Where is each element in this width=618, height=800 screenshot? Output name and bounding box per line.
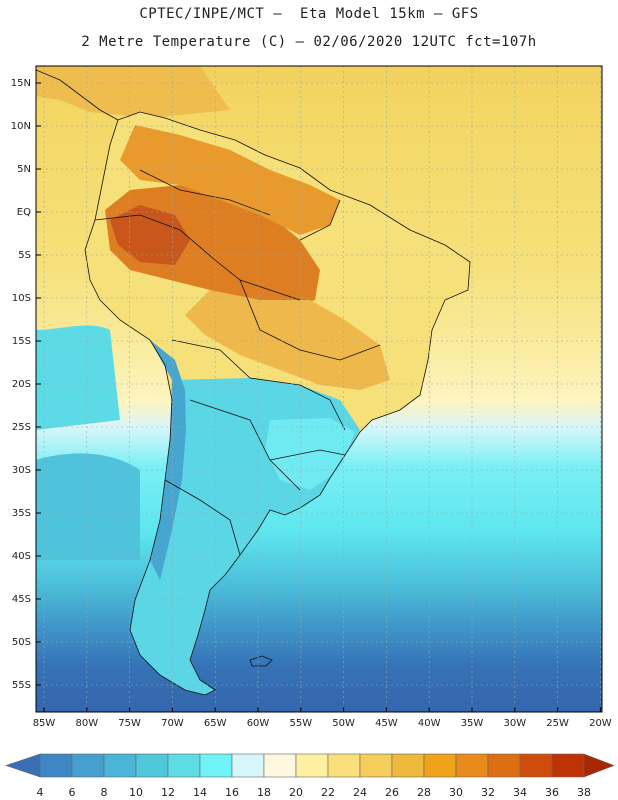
caribbean-warm-zone <box>36 66 230 118</box>
colorbar-swatch <box>71 753 105 778</box>
lat-lon-grid <box>36 66 602 712</box>
lon-label-35w: 35W <box>461 718 484 729</box>
colorbar-swatch <box>455 753 489 778</box>
colorbar-label: 30 <box>449 786 463 799</box>
colorbar-label: 16 <box>225 786 239 799</box>
lon-label-80w: 80W <box>75 718 98 729</box>
lon-label-70w: 70W <box>161 718 184 729</box>
colorbar-label: 6 <box>69 786 76 799</box>
colorbar-label: 28 <box>417 786 431 799</box>
colorbar-swatch <box>263 753 297 778</box>
lon-label-40w: 40W <box>418 718 441 729</box>
colorbar-swatch <box>39 753 73 778</box>
colorbar-swatch <box>103 753 137 778</box>
lat-label-20s: 20S <box>12 379 31 390</box>
colorbar-label: 8 <box>101 786 108 799</box>
lat-label-55s: 55S <box>12 680 31 691</box>
colorbar-high-arrow <box>583 753 615 778</box>
colorbar-swatch <box>199 753 233 778</box>
colorbar-label: 10 <box>129 786 143 799</box>
colorbar-swatch <box>327 753 361 778</box>
lon-label-45w: 45W <box>375 718 398 729</box>
colorbar-swatch <box>519 753 553 778</box>
lat-label-40s: 40S <box>12 551 31 562</box>
map-subtitle: 2 Metre Temperature (C) – 02/06/2020 12U… <box>81 34 537 50</box>
colorbar-label: 18 <box>257 786 271 799</box>
colorbar-swatch <box>391 753 425 778</box>
colorbar-label: 14 <box>193 786 207 799</box>
colorbar-swatch <box>551 753 585 778</box>
amazon-hottest-zone <box>110 205 190 265</box>
lon-label-75w: 75W <box>118 718 141 729</box>
colorbar-label: 36 <box>545 786 559 799</box>
lat-label-30s: 30S <box>12 465 31 476</box>
lat-label-5n: 5N <box>17 164 31 175</box>
colorbar-swatch <box>423 753 457 778</box>
colorbar-low-arrow <box>5 753 41 778</box>
central-brazil-warm <box>185 290 390 390</box>
colorbar-label: 34 <box>513 786 527 799</box>
lat-label-10s: 10S <box>12 293 31 304</box>
colorbar-swatch <box>359 753 393 778</box>
colorbar-swatch <box>487 753 521 778</box>
colorbar-swatch <box>231 753 265 778</box>
colorbar-label: 22 <box>321 786 335 799</box>
colorbar-label: 12 <box>161 786 175 799</box>
falkland-islands <box>249 655 273 667</box>
lon-label-20w: 20W <box>589 718 612 729</box>
colorbar-swatch <box>135 753 169 778</box>
andes-cold-strip <box>150 340 186 580</box>
pampas-mild <box>265 418 355 490</box>
lon-label-65w: 65W <box>204 718 227 729</box>
colorbar-label: 4 <box>37 786 44 799</box>
lat-label-35s: 35S <box>12 508 31 519</box>
lon-label-55w: 55W <box>289 718 312 729</box>
colorbar-label: 38 <box>577 786 591 799</box>
colorbar-swatch <box>167 753 201 778</box>
lat-label-25s: 25S <box>12 422 31 433</box>
lon-label-30w: 30W <box>503 718 526 729</box>
colorbar-swatch <box>295 753 329 778</box>
lon-label-50w: 50W <box>332 718 355 729</box>
map-frame <box>35 65 603 713</box>
lat-label-45s: 45S <box>12 594 31 605</box>
lon-label-60w: 60W <box>247 718 270 729</box>
lat-label-eq: EQ <box>17 207 31 218</box>
lon-label-85w: 85W <box>33 718 56 729</box>
lat-label-5s: 5S <box>18 250 31 261</box>
colorbar-label: 32 <box>481 786 495 799</box>
colorbar-label: 26 <box>385 786 399 799</box>
colorbar-label: 20 <box>289 786 303 799</box>
lat-label-15s: 15S <box>12 336 31 347</box>
lat-label-50s: 50S <box>12 637 31 648</box>
lon-label-25w: 25W <box>546 718 569 729</box>
lat-label-15n: 15N <box>11 78 31 89</box>
colorbar-label: 24 <box>353 786 367 799</box>
northern-warm-zone <box>120 125 340 235</box>
map-title: CPTEC/INPE/MCT – Eta Model 15km – GFS <box>139 6 479 22</box>
country-borders <box>36 69 471 696</box>
pacific-cool-zone <box>36 325 120 430</box>
lat-label-10n: 10N <box>11 121 31 132</box>
pacific-cooler-zone <box>36 453 140 560</box>
